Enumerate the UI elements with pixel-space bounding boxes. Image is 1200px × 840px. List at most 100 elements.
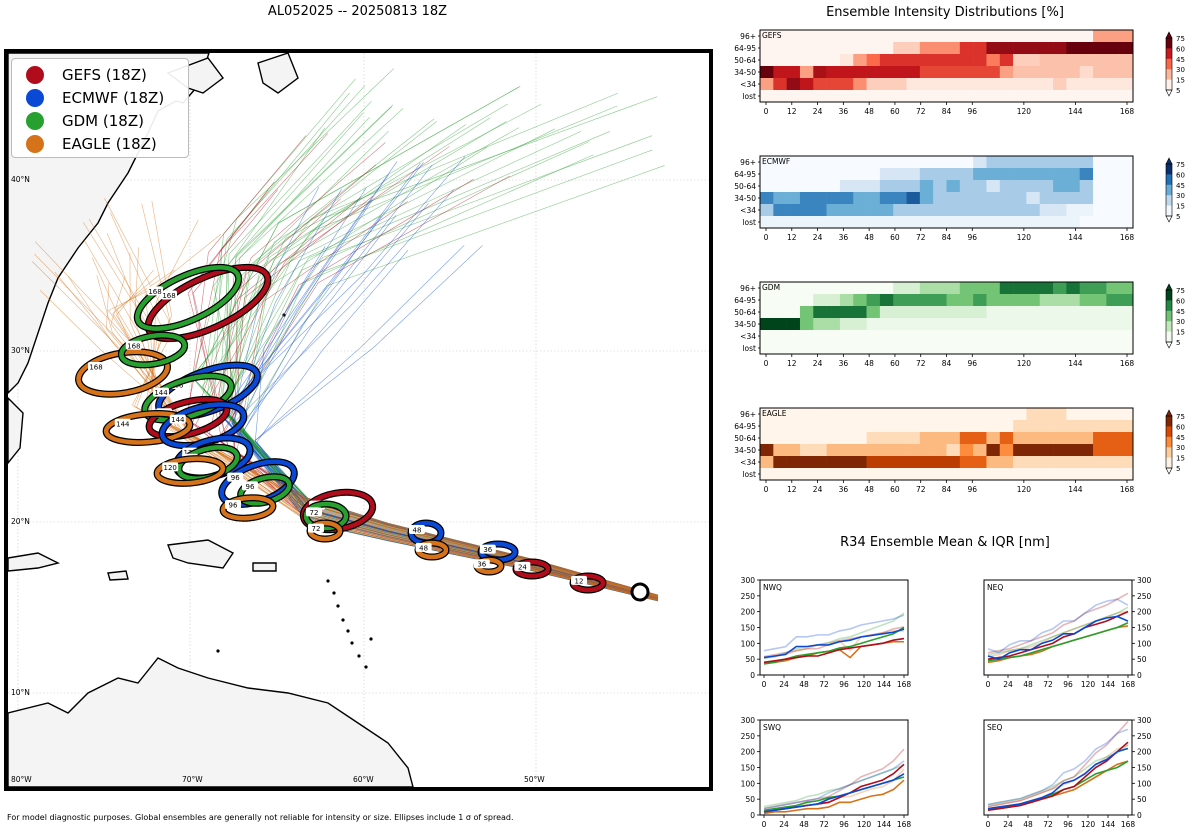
hour-label: 36 <box>477 561 486 569</box>
hour-label-bg <box>308 523 324 533</box>
r34-panel-swq: SWQ 300 250 200 150 100 50 00 24 48 72 96 120 144 168 <box>741 716 912 829</box>
heatmap-cell <box>853 66 867 79</box>
heatmap-cell <box>1079 432 1094 445</box>
heatmap-cell <box>799 444 814 457</box>
heatmap-cell <box>1066 42 1081 55</box>
x-tick-label: 48 <box>864 107 874 116</box>
heatmap-cell <box>933 192 947 205</box>
heatmap-model-label: GDM <box>762 283 780 292</box>
x-tick-label: 120 <box>1017 485 1032 494</box>
heatmap-cell <box>973 42 987 55</box>
map-canvas: 1681681681681681441441441441201201209696… <box>8 53 709 787</box>
heatmap-cell <box>760 330 774 343</box>
heatmap-cell <box>1066 192 1081 205</box>
heatmap-cell <box>799 456 814 469</box>
heatmap-cell <box>1093 54 1107 67</box>
row-label: 34-50 <box>734 320 756 329</box>
x-tick-label: 36 <box>839 107 849 116</box>
heatmap-cell <box>866 78 881 91</box>
heatmap-cell <box>933 78 947 91</box>
heatmap-cell <box>826 408 841 421</box>
heatmap-cell <box>1013 168 1027 181</box>
heatmap-cell <box>1053 168 1067 181</box>
r34-iqr-gdm <box>763 764 905 808</box>
heatmap-cell <box>986 408 1001 421</box>
x-tick-label: 0 <box>764 485 769 494</box>
heatmap-cell <box>986 156 1001 169</box>
heatmap-cell <box>933 294 947 307</box>
heatmap-cell <box>813 318 827 331</box>
heatmap-cell <box>813 282 827 295</box>
heatmap-cell <box>1039 156 1054 169</box>
heatmap-cell <box>1093 294 1107 307</box>
colorbar-tick-label: 15 <box>1176 455 1185 463</box>
heatmap-cell <box>1013 90 1027 103</box>
heatmap-cell <box>999 456 1014 469</box>
heatmap-cell <box>986 282 1001 295</box>
heatmap-cell <box>866 90 881 103</box>
heatmap-cell <box>1039 408 1054 421</box>
heatmap-cell <box>799 282 814 295</box>
heatmap-cell <box>959 42 974 55</box>
heatmap-cell <box>973 468 987 481</box>
heatmap-cell <box>773 66 787 79</box>
heatmap-cell <box>1106 66 1120 79</box>
heatmap-cell <box>813 468 827 481</box>
x-tick-label: 96 <box>968 359 978 368</box>
heatmap-cell <box>1013 306 1027 319</box>
colorbar-arrow-top <box>1165 283 1173 291</box>
heatmap-cell <box>1079 216 1094 229</box>
heatmap-cell <box>1026 30 1041 43</box>
colorbar-segment <box>1166 184 1172 196</box>
colorbar-tick-label: 75 <box>1176 287 1185 295</box>
heatmap-cell <box>1093 216 1107 229</box>
heatmap-cell <box>973 306 987 319</box>
heatmap-cell <box>1053 54 1067 67</box>
heatmap-cell <box>1093 30 1107 43</box>
row-label: 96+ <box>740 32 756 41</box>
heatmap-cell <box>959 432 974 445</box>
heatmap-cell <box>799 432 814 445</box>
heatmap-cell <box>959 30 974 43</box>
heatmap-cell <box>1053 318 1067 331</box>
heatmap-cell <box>946 30 961 43</box>
heatmap-cell <box>946 54 961 67</box>
heatmap-cell <box>839 78 854 91</box>
heatmap-cell <box>973 168 987 181</box>
y-tick-label: 300 <box>741 716 756 725</box>
colorbar-arrow-top <box>1165 409 1173 417</box>
heatmap-cell <box>959 54 974 67</box>
heatmap-cell <box>866 216 881 229</box>
heatmap-cell <box>946 66 961 79</box>
footnote: For model diagnostic purposes. Global en… <box>7 813 514 822</box>
heatmap-cell <box>933 282 947 295</box>
heatmap-cell <box>799 408 814 421</box>
heatmap-cell <box>839 54 854 67</box>
colorbar-segment <box>1166 436 1172 448</box>
heatmap-cell <box>839 456 854 469</box>
colorbar-tick-label: 75 <box>1176 413 1185 421</box>
heatmap-cell <box>999 306 1014 319</box>
heatmap-cell <box>1026 408 1041 421</box>
heatmap-cell <box>866 282 881 295</box>
heatmap-cell <box>853 156 867 169</box>
x-tick-label: 12 <box>787 107 797 116</box>
heatmap-cell <box>813 42 827 55</box>
heatmap-cell <box>933 408 947 421</box>
heatmap-cell <box>946 294 961 307</box>
heatmap-cell <box>959 168 974 181</box>
heatmap-cell <box>906 90 921 103</box>
heatmap-cell <box>1013 180 1027 193</box>
heatmap-cell <box>879 432 894 445</box>
heatmap-cell <box>813 180 827 193</box>
heatmap-cell <box>986 342 1001 355</box>
heatmap-cell <box>1053 156 1067 169</box>
heatmap-cell <box>799 468 814 481</box>
heatmap-cell <box>853 318 867 331</box>
heatmap-cell <box>1013 204 1027 217</box>
heatmap-cell <box>1119 420 1134 433</box>
heatmap-cell <box>1039 318 1054 331</box>
heatmap-cell <box>1066 444 1081 457</box>
heatmap-cell <box>1039 66 1054 79</box>
heatmap-cell <box>853 30 867 43</box>
